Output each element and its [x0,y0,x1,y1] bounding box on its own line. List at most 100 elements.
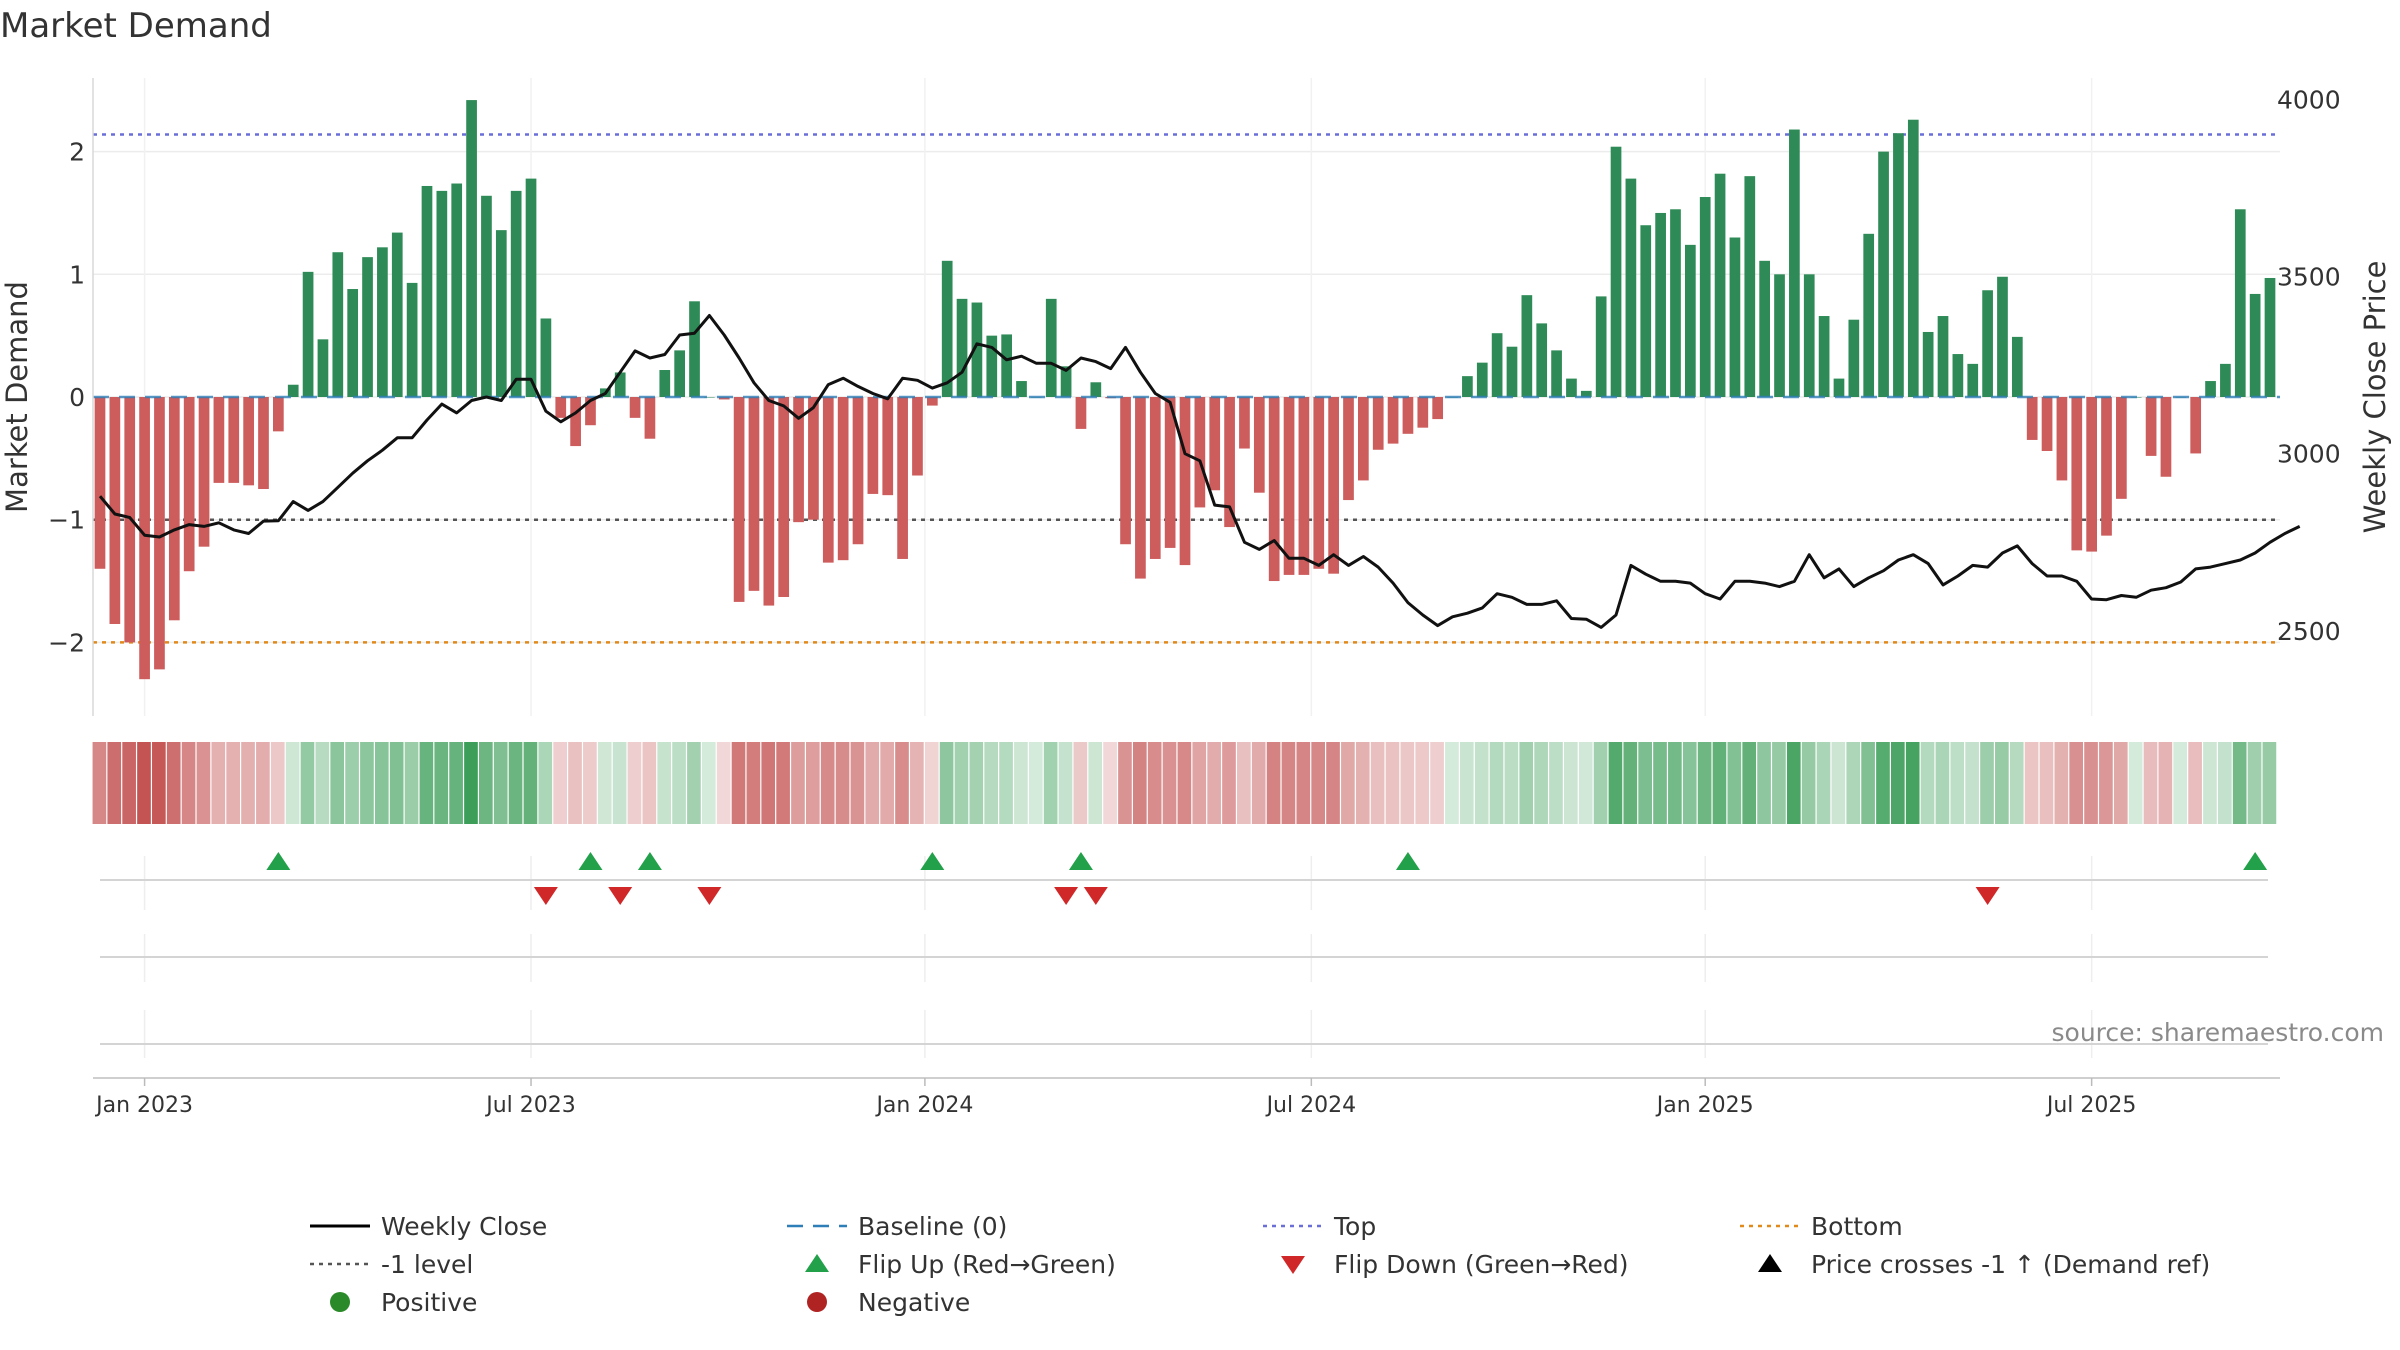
demand-bar-120 [1878,151,1889,397]
legend-label-1-level: -1 level [381,1250,473,1279]
legend: Weekly Close Baseline (0) Top Bottom -1 leve… [310,1212,2210,1317]
axes: 2 1 0 −1 −2 4000 3500 3000 2500 Jan 2023 Jul 2023 J… [48,78,2341,1118]
demand-bar-64 [1045,298,1057,397]
strip-cell-133 [2069,742,2084,824]
demand-bar-127 [1982,290,1993,397]
strip-cell-55 [910,742,924,824]
flip-down-marker-4 [1083,887,1108,905]
strip-cell-70 [1132,742,1147,824]
strip-cell-38 [657,742,672,824]
demand-bar-28 [510,190,522,397]
strip-cell-120 [1876,742,1890,824]
demand-bar-122 [1907,119,1919,397]
demand-bar-118 [1848,319,1860,397]
strip-cell-25 [464,742,478,824]
left-tick-label-0: 2 [69,138,85,167]
strip-cell-101 [1593,742,1608,824]
strip-cell-98 [1549,742,1563,824]
demand-bar-83 [1328,397,1339,574]
strip-cell-26 [479,742,493,824]
demand-bar-96 [1521,295,1533,397]
strip-cell-143 [2217,742,2232,824]
demand-bar-88 [1402,397,1414,434]
left-tick-label-2: 0 [69,383,85,412]
strip-cell-84 [1341,742,1355,824]
strip-cell-67 [1088,742,1103,824]
left-tick-label-1: 1 [69,260,85,289]
strip-cell-75 [1207,742,1221,824]
left-axis-label: Market Demand [0,281,34,513]
strip-cell-87 [1385,742,1400,824]
weekly-close-line [98,314,2301,629]
demand-bar-18 [362,257,373,397]
demand-bar-95 [1506,346,1518,397]
demand-bar-14 [302,271,314,397]
strip-cell-2 [122,742,136,824]
strip-cell-42 [716,742,731,824]
strip-cell-40 [687,742,701,824]
strip-cell-31 [553,742,567,824]
strip-cell-81 [1296,742,1311,824]
strip-cell-116 [1816,742,1831,824]
strip-cell-18 [360,742,374,824]
demand-bar-105 [1655,212,1666,397]
strip-cell-99 [1564,742,1578,824]
demand-bar-32 [570,397,581,447]
strip-cell-145 [2247,742,2262,824]
demand-bar-99 [1566,378,1577,397]
flip-down-marker-0 [533,887,558,905]
strip-cell-123 [1920,742,1935,824]
demand-bar-41 [704,397,715,398]
strip-cell-66 [1073,742,1088,824]
strip-cell-103 [1623,742,1638,824]
demand-bar-55 [912,397,923,476]
demand-bar-119 [1863,233,1875,397]
demand-bar-90 [1432,397,1444,420]
demand-bar-35 [614,372,626,397]
demand-bar-70 [1135,397,1146,579]
right-tick-label-3: 2500 [2277,617,2341,646]
demand-bar-124 [1937,316,1949,397]
demand-bar-114 [1789,129,1800,397]
flip-up-marker-4 [1068,852,1093,870]
demand-bar-130 [2026,397,2038,440]
strip-cell-90 [1430,742,1444,824]
strip-cell-71 [1147,742,1162,824]
strip-cell-115 [1801,742,1816,824]
demand-bar-146 [2264,277,2276,397]
strip-cell-93 [1474,742,1489,824]
strip-cell-95 [1504,742,1519,824]
strip-cell-131 [2039,742,2054,824]
demand-bar-89 [1417,397,1429,428]
flip-up-marker-5 [1395,852,1420,870]
demand-bar-48 [808,397,819,520]
demand-bar-21 [406,282,418,397]
demand-bar-38 [659,370,671,397]
demand-bar-134 [2086,397,2097,552]
demand-bar-144 [2234,209,2246,397]
legend-label-weekly-close: Weekly Close [381,1212,547,1241]
demand-bar-61 [1001,334,1012,397]
strip-cell-137 [2128,742,2143,824]
demand-bar-7 [198,397,210,547]
left-tick-label-3: −1 [48,506,85,535]
flip-up-marker-1 [578,852,603,870]
strip-cell-53 [880,742,894,824]
demand-bar-3 [139,397,150,680]
flip-up-marker-3 [920,852,945,870]
strip-cell-79 [1266,742,1281,824]
strip-cell-34 [597,742,612,824]
demand-bar-17 [347,289,359,397]
right-tick-label-2: 3000 [2277,440,2341,469]
left-tick-label-4: −2 [48,628,85,657]
demand-bar-15 [317,339,329,397]
strip-cell-32 [568,742,582,824]
legend-label-price-crosses-1-demand-ref: Price crosses -1 ↑ (Demand ref) [1811,1250,2210,1279]
strip-cell-146 [2262,742,2277,824]
demand-bar-142 [2205,381,2216,397]
strip-cell-30 [538,742,553,824]
demand-bar-73 [1179,397,1191,566]
strip-cell-132 [2054,742,2069,824]
demand-bar-129 [2011,336,2023,397]
legend-label-top: Top [1333,1212,1376,1241]
